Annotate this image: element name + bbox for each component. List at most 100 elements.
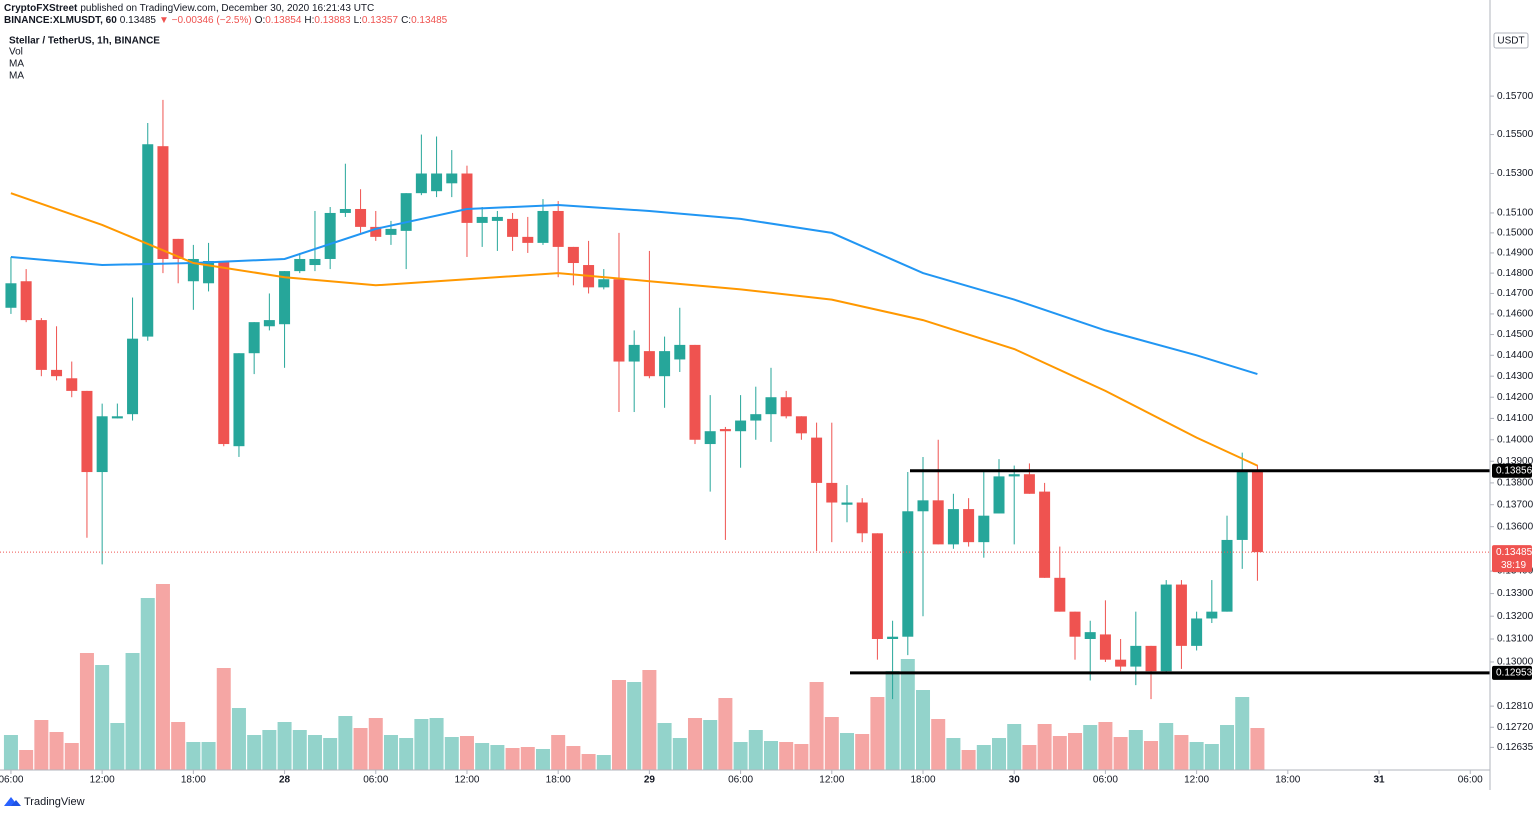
x-tick-label: 18:00 (1275, 775, 1300, 786)
candle-body (279, 271, 291, 325)
volume-bar (1037, 724, 1052, 770)
y-tick-label: 0.13600 (1497, 521, 1534, 532)
volume-layer (3, 584, 1265, 770)
candle-body (491, 216, 503, 221)
ohlc-key: H: (304, 15, 314, 26)
volume-bar (292, 730, 307, 770)
volume-bar (429, 718, 444, 770)
candle-body (1251, 471, 1263, 553)
currency-box[interactable] (1493, 32, 1529, 49)
volume-bar (49, 732, 64, 770)
candle-body (750, 414, 762, 421)
volume-bar (1113, 737, 1128, 770)
volume-bar (748, 730, 763, 770)
candle-body (51, 369, 63, 377)
y-tick-label: 0.15000 (1497, 228, 1534, 239)
candle-body (400, 193, 412, 231)
y-tick-label: 0.15700 (1497, 91, 1534, 102)
candle-body (917, 500, 929, 512)
x-tick-label: 06:00 (1458, 775, 1483, 786)
candle-body (598, 279, 610, 288)
candle-body (431, 173, 443, 192)
candle-body (993, 476, 1005, 514)
volume-bar (581, 754, 596, 770)
candle-body (1069, 611, 1081, 637)
candle-body (978, 515, 990, 543)
countdown-label: 38:19 (1501, 560, 1526, 571)
volume-bar (1083, 725, 1098, 770)
candle-body (294, 258, 306, 272)
candle-body (674, 344, 686, 360)
volume-bar (627, 682, 642, 770)
y-tick-label: 0.15100 (1497, 208, 1534, 219)
x-tick-label: 12:00 (454, 775, 479, 786)
y-tick-label: 0.14200 (1497, 392, 1534, 403)
y-tick-label: 0.13900 (1497, 456, 1534, 467)
y-tick-label: 0.12635 (1497, 742, 1534, 753)
y-tick-label: 0.14400 (1497, 350, 1534, 361)
candle-body (704, 431, 716, 445)
volume-bar (946, 738, 961, 770)
volume-bar (1159, 723, 1174, 770)
x-tick-label: 06:00 (0, 775, 24, 786)
candle-body (643, 351, 655, 377)
candle-body (522, 236, 534, 243)
ohlc-value: 0.13357 (362, 15, 399, 26)
volume-bar (171, 722, 186, 770)
candle-body (187, 258, 199, 282)
candle-body (841, 502, 853, 505)
volume-bar (1250, 728, 1265, 770)
volume-bar (505, 748, 520, 770)
publisher: CryptoFXStreet (4, 3, 78, 14)
candle-body (780, 397, 792, 417)
volume-bar (779, 742, 794, 770)
x-tick-label: 18:00 (546, 775, 571, 786)
volume-bar (140, 598, 155, 770)
candle-body (765, 397, 777, 415)
y-tick-label: 0.15500 (1497, 129, 1534, 140)
y-tick-label: 0.14300 (1497, 371, 1534, 382)
volume-bar (186, 742, 201, 770)
y-tick-label: 0.14000 (1497, 434, 1534, 445)
x-tick-label: 12:00 (819, 775, 844, 786)
y-tick-label: 0.12720 (1497, 722, 1534, 733)
volume-bar (1052, 736, 1067, 770)
x-tick-label: 29 (644, 775, 656, 786)
candle-body (689, 344, 701, 440)
volume-bar (961, 750, 976, 770)
candle-body (370, 226, 382, 237)
volume-bar (931, 719, 946, 770)
volume-bar (672, 738, 687, 770)
currency[interactable]: USDT (1497, 36, 1524, 47)
level-label-box (1492, 463, 1532, 478)
moving-average (10, 192, 1258, 467)
ohlc-value: 0.13883 (314, 15, 351, 26)
logo-icon (11, 800, 21, 806)
volume-bar (1068, 733, 1083, 770)
volume-bar (307, 735, 322, 770)
volume-bar (323, 738, 338, 770)
header-line-2: BINANCE:XLMUSDT, 60 0.13485 ▼ −0.00346 (−2… (4, 15, 448, 26)
volume-bar (399, 738, 414, 770)
volume-bar (687, 718, 702, 770)
candle-body (1008, 474, 1020, 477)
candle-body (902, 511, 914, 637)
candle-body (1054, 577, 1066, 612)
ohlc-key: O: (255, 15, 266, 26)
candle-body (476, 216, 488, 223)
volume-bar (201, 742, 216, 770)
volume-bar (1220, 725, 1235, 770)
candle-body (963, 509, 975, 543)
candle-body (1206, 611, 1218, 619)
volume-bar (64, 743, 79, 770)
chart-title: Stellar / TetherUS, 1h, BINANCE (9, 36, 160, 47)
candle-body (811, 437, 823, 483)
published: published on TradingView.com, December 3… (80, 3, 374, 14)
x-tick-label: 06:00 (363, 775, 388, 786)
y-tick-label: 0.14500 (1497, 329, 1534, 340)
volume-bar (976, 745, 991, 770)
volume-bar (414, 719, 429, 770)
volume-bar (444, 737, 459, 770)
y-tick-label: 0.14900 (1497, 248, 1534, 259)
volume-bar (277, 722, 292, 770)
